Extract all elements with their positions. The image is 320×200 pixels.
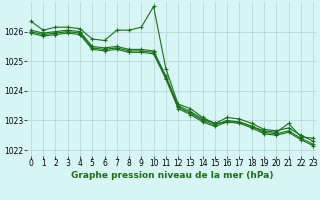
X-axis label: Graphe pression niveau de la mer (hPa): Graphe pression niveau de la mer (hPa) — [71, 171, 273, 180]
